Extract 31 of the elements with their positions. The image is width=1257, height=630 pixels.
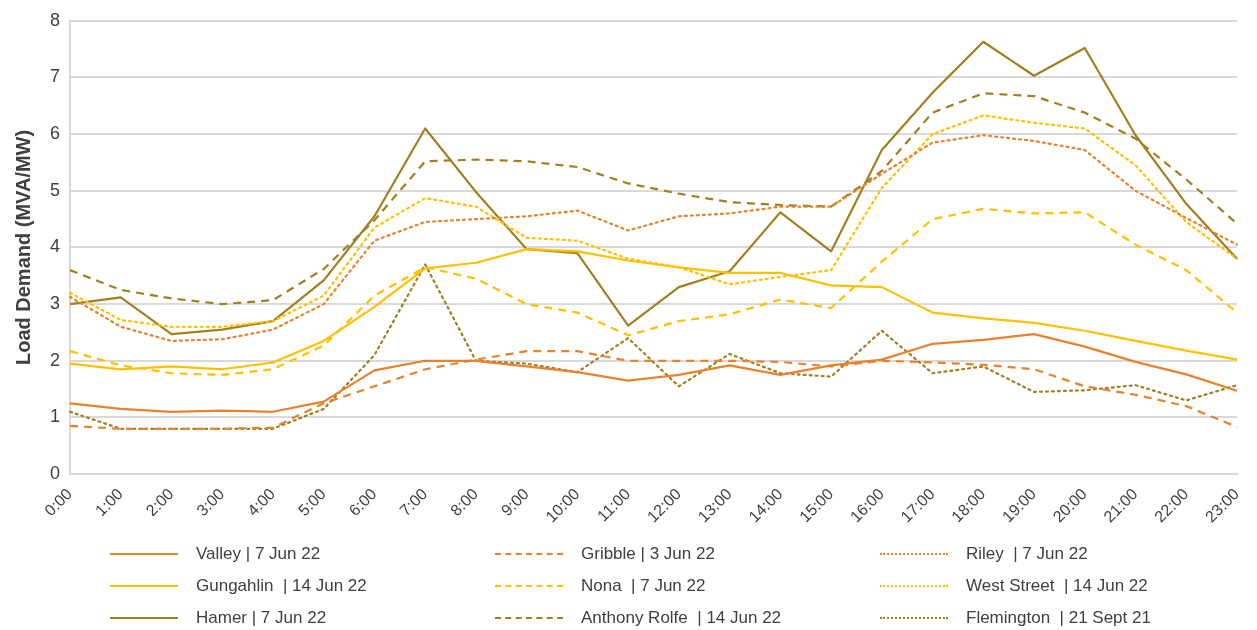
line-series bbox=[68, 263, 1239, 430]
legend-label: Hamer | 7 Jun 22 bbox=[196, 608, 327, 628]
x-tick-label: 8:00 bbox=[447, 485, 482, 520]
y-tick-label: 3 bbox=[50, 293, 61, 314]
x-tick-label: 4:00 bbox=[244, 485, 279, 520]
legend-label: Valley | 7 Jun 22 bbox=[196, 544, 321, 564]
legend-label: Anthony Rolfe | 14 Jun 22 bbox=[581, 608, 782, 628]
x-tick-label: 5:00 bbox=[294, 485, 330, 520]
legend-label: West Street | 14 Jun 22 bbox=[966, 576, 1148, 596]
x-tick-label: 6:00 bbox=[345, 485, 380, 520]
x-tick-label: 7:00 bbox=[396, 485, 431, 520]
y-axis-title: Load Demand (MVA/MW) bbox=[11, 129, 34, 366]
y-tick-label: 8 bbox=[50, 9, 61, 30]
y-tick-label: 6 bbox=[50, 123, 61, 144]
y-tick-label: 2 bbox=[50, 349, 61, 370]
legend-label: Gungahlin | 14 Jun 22 bbox=[196, 576, 367, 596]
x-tick-label: 2:00 bbox=[142, 485, 177, 520]
y-tick-label: 4 bbox=[50, 236, 61, 257]
legend-label: Nona | 7 Jun 22 bbox=[581, 576, 706, 596]
y-tick-label: 0 bbox=[50, 463, 61, 484]
legend-label: Gribble | 3 Jun 22 bbox=[581, 544, 715, 564]
y-tick-label: 5 bbox=[50, 179, 61, 200]
x-tick-label: 1:00 bbox=[91, 485, 127, 520]
line-series bbox=[68, 134, 1239, 343]
legend-label: Flemington | 21 Sept 21 bbox=[966, 608, 1151, 628]
x-tick-label: 3:00 bbox=[193, 485, 228, 520]
x-tick-label: 9:00 bbox=[497, 485, 532, 520]
legend-label: Riley | 7 Jun 22 bbox=[966, 544, 1088, 564]
y-tick-label: 1 bbox=[50, 406, 61, 427]
y-tick-label: 7 bbox=[50, 66, 61, 87]
x-tick-label: 0:00 bbox=[41, 485, 76, 520]
